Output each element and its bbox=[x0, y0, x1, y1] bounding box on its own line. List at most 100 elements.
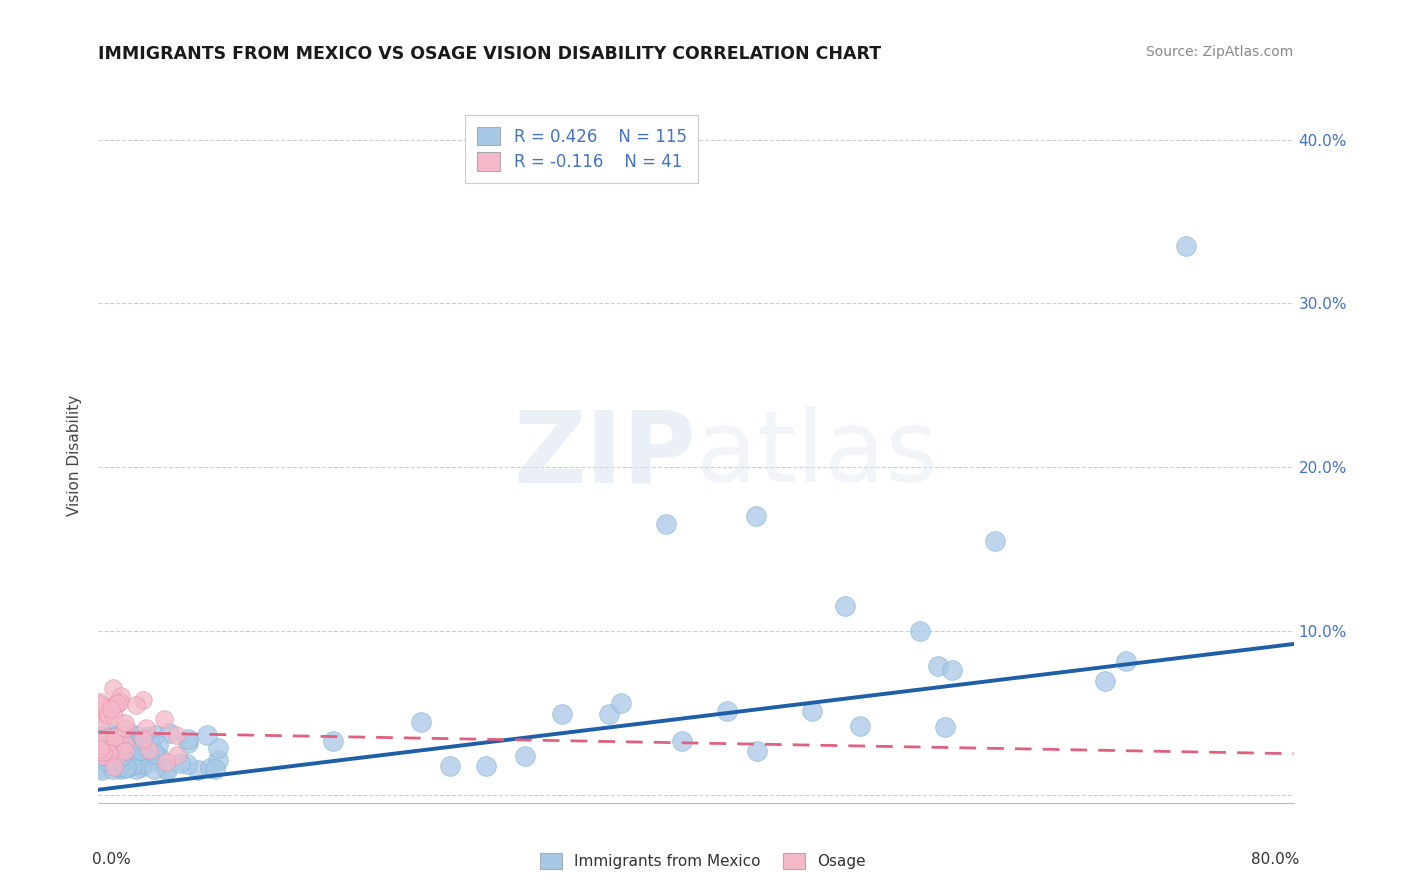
Point bbox=[165, 728, 187, 742]
Point bbox=[90, 736, 112, 750]
Point bbox=[105, 696, 128, 710]
Point bbox=[89, 708, 111, 723]
Point bbox=[101, 733, 124, 747]
Point bbox=[747, 744, 769, 758]
Point bbox=[1175, 239, 1198, 253]
Point bbox=[98, 746, 121, 760]
Point bbox=[117, 745, 139, 759]
Point bbox=[110, 690, 132, 704]
Point bbox=[98, 757, 121, 772]
Point bbox=[91, 700, 114, 714]
Point bbox=[745, 509, 768, 524]
Point bbox=[89, 737, 111, 751]
Point bbox=[114, 737, 136, 751]
Point bbox=[108, 762, 131, 776]
Point bbox=[515, 749, 537, 764]
Point bbox=[138, 732, 160, 747]
Point bbox=[103, 709, 125, 723]
Point bbox=[121, 746, 143, 760]
Point bbox=[135, 722, 157, 736]
Point bbox=[115, 761, 138, 775]
Point bbox=[105, 748, 128, 763]
Point bbox=[143, 762, 166, 776]
Text: Source: ZipAtlas.com: Source: ZipAtlas.com bbox=[1146, 45, 1294, 59]
Point bbox=[114, 716, 136, 731]
Point bbox=[111, 758, 134, 772]
Point bbox=[89, 747, 111, 762]
Point bbox=[135, 730, 157, 744]
Point bbox=[97, 750, 120, 764]
Point bbox=[475, 759, 498, 773]
Point bbox=[1094, 674, 1116, 689]
Point bbox=[138, 734, 160, 748]
Point bbox=[93, 740, 115, 755]
Point bbox=[96, 732, 118, 747]
Point bbox=[112, 731, 135, 745]
Point bbox=[1115, 654, 1137, 668]
Legend: Immigrants from Mexico, Osage: Immigrants from Mexico, Osage bbox=[534, 847, 872, 875]
Point bbox=[131, 743, 153, 757]
Point bbox=[104, 698, 127, 713]
Point bbox=[934, 720, 956, 734]
Legend: R = 0.426    N = 115, R = -0.116    N = 41: R = 0.426 N = 115, R = -0.116 N = 41 bbox=[465, 115, 699, 183]
Point bbox=[97, 731, 120, 745]
Point bbox=[177, 731, 200, 746]
Point bbox=[129, 743, 152, 757]
Point bbox=[111, 746, 134, 760]
Point bbox=[411, 715, 433, 730]
Point bbox=[135, 736, 157, 750]
Point bbox=[101, 762, 124, 776]
Point bbox=[142, 743, 165, 757]
Point bbox=[89, 695, 111, 709]
Point bbox=[207, 753, 229, 767]
Point bbox=[121, 758, 143, 772]
Point bbox=[195, 728, 218, 742]
Point bbox=[112, 733, 135, 747]
Point bbox=[117, 740, 139, 755]
Point bbox=[941, 664, 963, 678]
Point bbox=[107, 731, 129, 746]
Point bbox=[96, 755, 118, 769]
Text: IMMIGRANTS FROM MEXICO VS OSAGE VISION DISABILITY CORRELATION CHART: IMMIGRANTS FROM MEXICO VS OSAGE VISION D… bbox=[98, 45, 882, 62]
Point bbox=[132, 692, 155, 706]
Point bbox=[104, 756, 127, 771]
Point bbox=[97, 708, 120, 723]
Point bbox=[609, 696, 631, 710]
Point bbox=[551, 706, 574, 721]
Point bbox=[138, 743, 160, 757]
Point bbox=[115, 752, 138, 766]
Point bbox=[439, 759, 461, 773]
Point bbox=[132, 757, 155, 772]
Point bbox=[94, 748, 117, 763]
Point bbox=[91, 734, 114, 748]
Point bbox=[111, 754, 134, 768]
Point bbox=[143, 728, 166, 742]
Point bbox=[101, 747, 124, 761]
Point bbox=[110, 729, 132, 743]
Point bbox=[104, 731, 127, 745]
Point bbox=[655, 517, 678, 532]
Point bbox=[103, 730, 125, 744]
Point bbox=[110, 734, 132, 748]
Point bbox=[90, 747, 112, 761]
Y-axis label: Vision Disability: Vision Disability bbox=[67, 394, 83, 516]
Point bbox=[155, 762, 177, 776]
Point bbox=[108, 694, 131, 708]
Text: 80.0%: 80.0% bbox=[1251, 852, 1299, 866]
Point bbox=[100, 742, 122, 756]
Point bbox=[91, 749, 114, 764]
Point bbox=[108, 756, 131, 771]
Point bbox=[204, 762, 226, 776]
Point bbox=[91, 745, 114, 759]
Point bbox=[104, 756, 127, 770]
Point bbox=[107, 732, 129, 747]
Point bbox=[322, 734, 344, 748]
Point bbox=[110, 747, 132, 761]
Point bbox=[598, 706, 620, 721]
Point bbox=[103, 681, 125, 696]
Point bbox=[148, 749, 170, 764]
Text: ZIP: ZIP bbox=[513, 407, 696, 503]
Point bbox=[89, 742, 111, 756]
Point bbox=[134, 749, 156, 764]
Point bbox=[89, 761, 111, 775]
